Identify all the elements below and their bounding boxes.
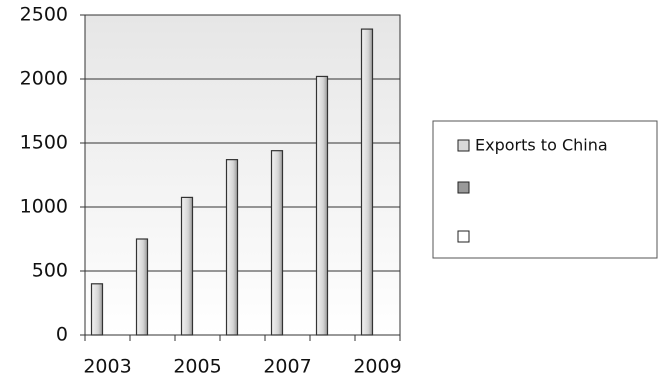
y-tick-label: 1000 <box>20 196 68 218</box>
legend-box <box>432 120 658 259</box>
legend-swatch <box>457 139 470 152</box>
x-tick-label: 2009 <box>353 356 401 378</box>
bar <box>90 283 104 336</box>
legend-swatch <box>457 230 470 243</box>
x-tick-label: 2005 <box>173 356 221 378</box>
legend-label: Exports to China <box>475 136 608 155</box>
y-tick-label: 2000 <box>20 68 68 90</box>
x-tick-label: 2003 <box>83 356 131 378</box>
legend: Exports to China <box>432 120 658 259</box>
y-tick-label: 1500 <box>20 132 68 154</box>
y-tick-label: 500 <box>32 260 68 282</box>
y-tick-label: 2500 <box>20 4 68 26</box>
bar <box>180 196 194 336</box>
bar <box>135 238 149 336</box>
y-tick-label: 0 <box>56 324 68 346</box>
bar <box>225 159 239 336</box>
legend-swatch <box>457 181 470 194</box>
plot-area <box>84 14 401 336</box>
x-tick-label: 2007 <box>263 356 311 378</box>
bar <box>360 28 374 336</box>
bar <box>270 150 284 336</box>
bar <box>315 75 329 336</box>
